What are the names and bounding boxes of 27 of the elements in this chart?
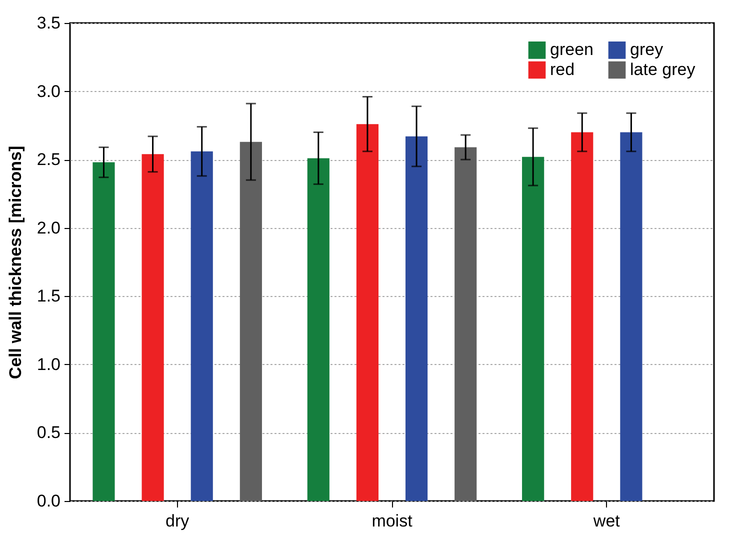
legend-label: grey (630, 40, 664, 60)
y-axis-title: Cell wall thickness [microns] (6, 146, 25, 380)
legend-label: green (550, 40, 594, 60)
y-tick-label: 3.0 (36, 82, 60, 101)
x-tick-label: wet (592, 512, 620, 530)
bar (142, 154, 164, 501)
x-tick-label: dry (166, 512, 190, 530)
legend-label: red (550, 60, 575, 79)
y-tick-label: 1.5 (36, 286, 60, 306)
bar (454, 147, 477, 501)
bar (571, 132, 594, 501)
y-tick-label: 2.0 (36, 218, 60, 238)
y-tick-label: 3.5 (36, 14, 60, 32)
y-tick-label: 0.5 (36, 423, 60, 442)
y-tick-label: 2.5 (36, 150, 60, 170)
y-tick-label: 1.0 (36, 354, 60, 374)
legend-label: late grey (630, 60, 696, 79)
bar (190, 151, 213, 501)
bar (405, 136, 428, 501)
bar (356, 124, 379, 501)
bar (522, 156, 544, 501)
x-tick-label: moist (372, 512, 413, 530)
bar (307, 158, 330, 501)
y-tick-label: 0.0 (36, 492, 60, 510)
bar (240, 142, 262, 501)
bar (620, 132, 642, 501)
bar (92, 162, 115, 501)
